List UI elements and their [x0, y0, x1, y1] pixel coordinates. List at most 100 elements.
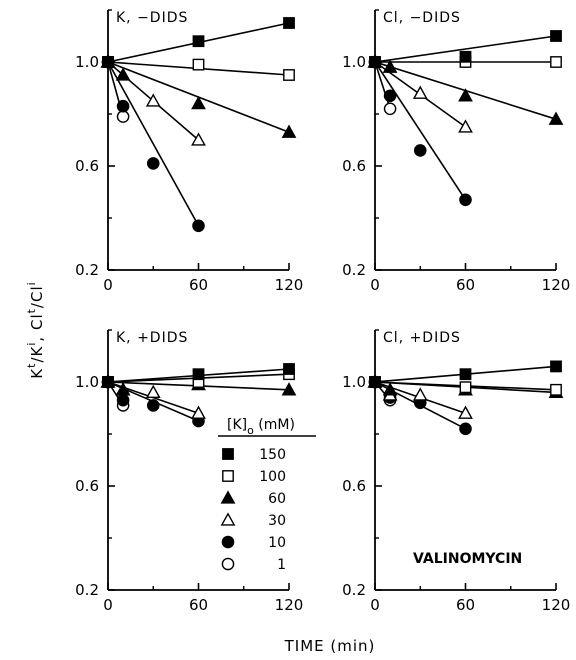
- data-point-10: [459, 193, 472, 207]
- fit-line-150: [374, 35, 557, 63]
- x-tick-label: 0: [103, 276, 113, 294]
- legend-label-100: 100: [259, 469, 286, 485]
- data-point-100: [459, 381, 472, 394]
- data-point-150: [102, 376, 114, 388]
- y-tick-label: 0.6: [342, 477, 366, 495]
- valinomycin-label: VALINOMYCIN: [413, 551, 522, 567]
- y-tick-label: 0.2: [342, 581, 366, 599]
- data-point-60: [548, 111, 564, 125]
- data-point-60: [382, 59, 398, 73]
- y-tick-label: 0.6: [75, 157, 99, 175]
- legend-marker-10: [221, 535, 235, 549]
- data-point-1: [116, 110, 130, 123]
- data-point-30: [145, 384, 161, 399]
- x-tick-label: 120: [542, 596, 571, 614]
- y-axis-title-k-sup-i: i: [25, 342, 38, 346]
- data-point-150: [192, 35, 205, 48]
- x-tick-label: 0: [103, 596, 113, 614]
- data-point-60: [281, 382, 297, 396]
- data-point-150: [283, 363, 295, 375]
- fit-line-10: [374, 61, 467, 201]
- y-axis-title-k-sup-t: t: [25, 363, 38, 368]
- legend-title-unit: (mM): [254, 417, 295, 433]
- panels: 0 60 120 0.2 0.6 1.0 K, −DIDS 0 60 120 0.2 0.6 1.0 Cl…: [75, 9, 571, 614]
- x-tick-label: 120: [542, 276, 571, 294]
- y-tick-label: 0.6: [75, 477, 99, 495]
- y-tick-label: 1.0: [75, 373, 99, 391]
- y-axis-title-slash1: /K: [28, 345, 46, 362]
- y-axis-title-cl-sup-i: i: [25, 281, 38, 285]
- legend-label-10: 10: [268, 535, 286, 551]
- x-tick-label: 60: [189, 596, 208, 614]
- panel-title: K, −DIDS: [116, 10, 188, 26]
- legend-marker-1: [221, 557, 235, 571]
- data-point-60: [191, 95, 206, 110]
- y-axis-title-slash2: /Cl: [28, 285, 46, 308]
- data-point-100: [192, 58, 205, 71]
- y-axis-title-sep: ,: [28, 330, 46, 342]
- panel-2: 0 60 120 0.2 0.6 1.0 Cl, −DIDS: [342, 9, 571, 294]
- panel-title: K, +DIDS: [116, 330, 188, 346]
- fit-line-10: [107, 61, 200, 227]
- data-point-150: [550, 30, 562, 42]
- data-point-100: [550, 383, 562, 396]
- y-tick-label: 0.6: [342, 157, 366, 175]
- legend-entries: 150 100 60 30 10 1: [220, 447, 286, 573]
- y-tick-label: 0.2: [75, 261, 99, 279]
- data-point-10: [116, 99, 130, 113]
- data-point-1: [383, 102, 397, 116]
- y-tick-label: 1.0: [342, 53, 366, 71]
- x-tick-label: 120: [275, 596, 304, 614]
- legend-label-30: 30: [268, 513, 286, 529]
- data-point-150: [283, 17, 295, 29]
- legend-marker-100: [222, 470, 234, 482]
- y-tick-label: 0.2: [75, 581, 99, 599]
- y-axis-title-cl-sup-t: t: [25, 308, 38, 313]
- x-tick-label: 120: [275, 276, 304, 294]
- data-point-100: [283, 69, 295, 81]
- data-point-10: [146, 399, 160, 412]
- data-point-100: [550, 56, 562, 68]
- data-point-60: [458, 88, 473, 102]
- data-point-60: [115, 382, 131, 396]
- data-point-150: [369, 376, 381, 388]
- x-tick-label: 0: [370, 276, 380, 294]
- legend-marker-30: [220, 512, 236, 526]
- data-point-150: [192, 368, 205, 381]
- x-tick-label: 60: [456, 276, 475, 294]
- data-point-30: [412, 85, 428, 99]
- data-point-30: [412, 387, 428, 401]
- legend-title: [K]o (mM): [227, 417, 295, 437]
- data-point-30: [458, 119, 473, 133]
- y-tick-label: 1.0: [75, 53, 99, 71]
- y-tick-label: 1.0: [342, 373, 366, 391]
- legend-label-60: 60: [268, 491, 286, 507]
- y-axis-title-k: K: [28, 368, 46, 379]
- x-tick-label: 60: [189, 276, 208, 294]
- legend-title-main: [K]: [227, 417, 247, 433]
- panel-title: Cl, −DIDS: [383, 10, 461, 26]
- data-point-10: [116, 393, 130, 407]
- data-point-10: [459, 422, 472, 436]
- data-point-60: [115, 67, 131, 81]
- panel-1: 0 60 120 0.2 0.6 1.0 K, −DIDS: [75, 9, 304, 294]
- legend: [K]o (mM) 150 100 60 30 10 1: [218, 417, 316, 573]
- data-point-10: [146, 157, 160, 170]
- data-point-10: [383, 89, 397, 103]
- legend-label-150: 150: [259, 447, 286, 463]
- data-point-30: [191, 405, 206, 419]
- y-tick-label: 0.2: [342, 261, 366, 279]
- panel-3: 0 60 120 0.2 0.6 1.0 K, +DIDS: [75, 329, 304, 614]
- panel-title: Cl, +DIDS: [383, 330, 461, 346]
- x-tick-label: 0: [370, 596, 380, 614]
- data-point-150: [459, 368, 472, 381]
- y-axis-title: Kt/Ki, Clt/Cli: [25, 281, 46, 378]
- data-point-30: [145, 93, 161, 107]
- legend-marker-150: [222, 448, 234, 460]
- data-point-10: [192, 219, 205, 233]
- data-point-60: [281, 124, 297, 138]
- x-axis-title: TIME (min): [284, 637, 376, 655]
- data-point-150: [550, 360, 562, 373]
- data-point-30: [458, 405, 473, 419]
